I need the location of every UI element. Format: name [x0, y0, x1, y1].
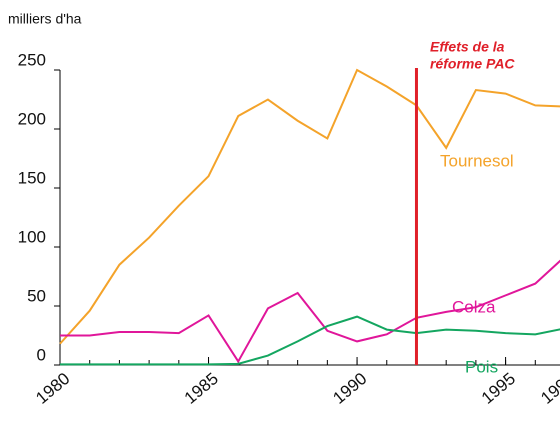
- x-tick-label: 1980: [32, 369, 73, 408]
- y-tick-label: 200: [18, 109, 46, 128]
- series-label: Pois: [465, 357, 498, 376]
- y-tick-label: 0: [37, 345, 46, 364]
- series-label: Tournesol: [440, 151, 514, 170]
- y-tick-label: 50: [27, 286, 46, 305]
- y-tick-label: 250: [18, 50, 46, 69]
- y-tick-label: 150: [18, 168, 46, 187]
- series-line: [60, 259, 560, 364]
- x-tick-label: 1990: [329, 369, 370, 408]
- annotation-text: Effets de la: [430, 39, 505, 55]
- series-line: [60, 315, 560, 366]
- annotation-text: réforme PAC: [430, 56, 515, 72]
- x-tick-label: 1997: [537, 369, 560, 408]
- y-tick-label: 100: [18, 227, 46, 246]
- y-axis-label: milliers d'ha: [8, 11, 82, 27]
- series-label: Colza: [452, 297, 496, 316]
- x-tick-label: 1985: [181, 369, 222, 408]
- series-line: [59, 68, 560, 345]
